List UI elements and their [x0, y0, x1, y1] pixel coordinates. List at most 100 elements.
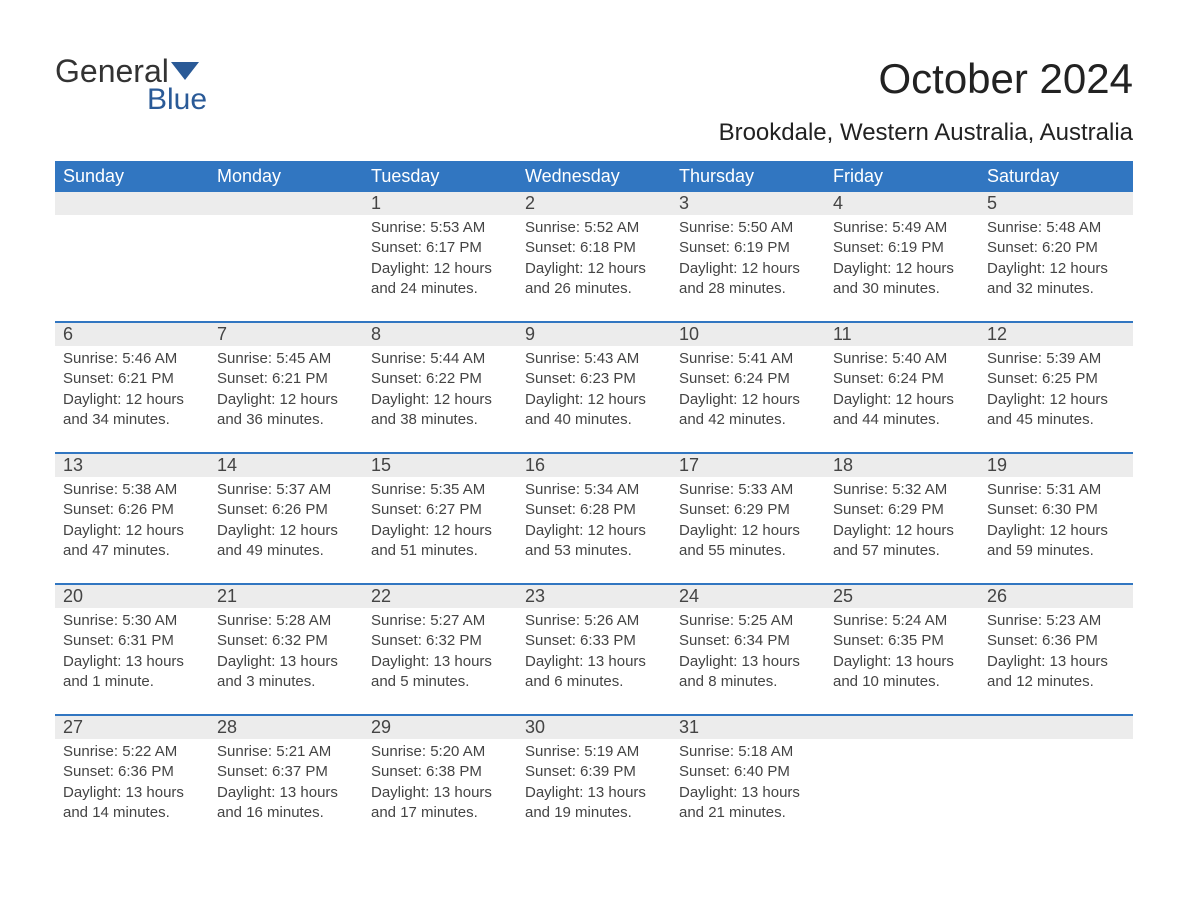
sunset-text: Sunset: 6:29 PM	[679, 500, 819, 520]
day-cell: Sunrise: 5:24 AMSunset: 6:35 PMDaylight:…	[825, 608, 979, 715]
day-cell: Sunrise: 5:18 AMSunset: 6:40 PMDaylight:…	[671, 739, 825, 845]
daylight1-text: Daylight: 13 hours	[217, 783, 357, 803]
sunset-text: Sunset: 6:22 PM	[371, 369, 511, 389]
daylight2-text: and 1 minute.	[63, 672, 203, 692]
daylight1-text: Daylight: 13 hours	[217, 652, 357, 672]
day-number-cell	[55, 192, 209, 215]
daylight2-text: and 10 minutes.	[833, 672, 973, 692]
sunset-text: Sunset: 6:33 PM	[525, 631, 665, 651]
daylight1-text: Daylight: 12 hours	[987, 521, 1127, 541]
day-cell: Sunrise: 5:25 AMSunset: 6:34 PMDaylight:…	[671, 608, 825, 715]
day-number-cell: 26	[979, 584, 1133, 608]
day-cell: Sunrise: 5:22 AMSunset: 6:36 PMDaylight:…	[55, 739, 209, 845]
calendar-document: General Blue October 2024 Brookdale, Wes…	[0, 0, 1188, 875]
day-number-cell: 31	[671, 715, 825, 739]
daylight1-text: Daylight: 12 hours	[525, 521, 665, 541]
sunset-text: Sunset: 6:37 PM	[217, 762, 357, 782]
daynum-row: 13141516171819	[55, 453, 1133, 477]
day-number: 20	[55, 585, 209, 608]
daylight1-text: Daylight: 12 hours	[987, 390, 1127, 410]
day-number-cell: 10	[671, 322, 825, 346]
day-number: 31	[671, 716, 825, 739]
daylight1-text: Daylight: 12 hours	[525, 390, 665, 410]
day-cell: Sunrise: 5:20 AMSunset: 6:38 PMDaylight:…	[363, 739, 517, 845]
day-content	[979, 739, 1133, 784]
daylight1-text: Daylight: 12 hours	[833, 259, 973, 279]
day-number: 10	[671, 323, 825, 346]
sunset-text: Sunset: 6:30 PM	[987, 500, 1127, 520]
daylight2-text: and 53 minutes.	[525, 541, 665, 561]
day-content: Sunrise: 5:26 AMSunset: 6:33 PMDaylight:…	[517, 608, 671, 714]
sunrise-text: Sunrise: 5:43 AM	[525, 349, 665, 369]
day-number: 16	[517, 454, 671, 477]
day-number-cell: 8	[363, 322, 517, 346]
daylight2-text: and 51 minutes.	[371, 541, 511, 561]
day-number: 25	[825, 585, 979, 608]
day-header: Thursday	[671, 161, 825, 192]
day-content: Sunrise: 5:39 AMSunset: 6:25 PMDaylight:…	[979, 346, 1133, 452]
day-content: Sunrise: 5:49 AMSunset: 6:19 PMDaylight:…	[825, 215, 979, 321]
daylight1-text: Daylight: 13 hours	[371, 652, 511, 672]
day-number: 15	[363, 454, 517, 477]
content-row: Sunrise: 5:22 AMSunset: 6:36 PMDaylight:…	[55, 739, 1133, 845]
day-content: Sunrise: 5:27 AMSunset: 6:32 PMDaylight:…	[363, 608, 517, 714]
day-number: 30	[517, 716, 671, 739]
sunset-text: Sunset: 6:26 PM	[217, 500, 357, 520]
day-cell: Sunrise: 5:40 AMSunset: 6:24 PMDaylight:…	[825, 346, 979, 453]
day-number-cell: 23	[517, 584, 671, 608]
daylight2-text: and 30 minutes.	[833, 279, 973, 299]
sunset-text: Sunset: 6:27 PM	[371, 500, 511, 520]
day-cell: Sunrise: 5:39 AMSunset: 6:25 PMDaylight:…	[979, 346, 1133, 453]
daylight2-text: and 44 minutes.	[833, 410, 973, 430]
sunset-text: Sunset: 6:34 PM	[679, 631, 819, 651]
day-content: Sunrise: 5:48 AMSunset: 6:20 PMDaylight:…	[979, 215, 1133, 321]
daylight2-text: and 42 minutes.	[679, 410, 819, 430]
day-cell: Sunrise: 5:28 AMSunset: 6:32 PMDaylight:…	[209, 608, 363, 715]
day-header: Saturday	[979, 161, 1133, 192]
day-content: Sunrise: 5:40 AMSunset: 6:24 PMDaylight:…	[825, 346, 979, 452]
day-header: Friday	[825, 161, 979, 192]
day-content: Sunrise: 5:52 AMSunset: 6:18 PMDaylight:…	[517, 215, 671, 321]
daylight1-text: Daylight: 13 hours	[525, 783, 665, 803]
day-number-cell: 11	[825, 322, 979, 346]
day-cell: Sunrise: 5:21 AMSunset: 6:37 PMDaylight:…	[209, 739, 363, 845]
daylight1-text: Daylight: 13 hours	[63, 783, 203, 803]
day-content: Sunrise: 5:23 AMSunset: 6:36 PMDaylight:…	[979, 608, 1133, 714]
day-number: 5	[979, 192, 1133, 215]
daylight2-text: and 17 minutes.	[371, 803, 511, 823]
sunset-text: Sunset: 6:36 PM	[987, 631, 1127, 651]
daylight1-text: Daylight: 12 hours	[833, 390, 973, 410]
day-cell	[209, 215, 363, 322]
day-number-cell: 17	[671, 453, 825, 477]
daylight2-text: and 45 minutes.	[987, 410, 1127, 430]
daylight2-text: and 12 minutes.	[987, 672, 1127, 692]
sunrise-text: Sunrise: 5:53 AM	[371, 218, 511, 238]
day-number: 28	[209, 716, 363, 739]
day-number: 6	[55, 323, 209, 346]
sunset-text: Sunset: 6:19 PM	[833, 238, 973, 258]
day-content: Sunrise: 5:21 AMSunset: 6:37 PMDaylight:…	[209, 739, 363, 845]
day-content: Sunrise: 5:50 AMSunset: 6:19 PMDaylight:…	[671, 215, 825, 321]
day-cell: Sunrise: 5:34 AMSunset: 6:28 PMDaylight:…	[517, 477, 671, 584]
day-content: Sunrise: 5:46 AMSunset: 6:21 PMDaylight:…	[55, 346, 209, 452]
daylight2-text: and 49 minutes.	[217, 541, 357, 561]
day-cell: Sunrise: 5:41 AMSunset: 6:24 PMDaylight:…	[671, 346, 825, 453]
title-block: October 2024 Brookdale, Western Australi…	[719, 55, 1133, 147]
daylight1-text: Daylight: 12 hours	[833, 521, 973, 541]
day-cell: Sunrise: 5:43 AMSunset: 6:23 PMDaylight:…	[517, 346, 671, 453]
day-cell: Sunrise: 5:32 AMSunset: 6:29 PMDaylight:…	[825, 477, 979, 584]
daylight2-text: and 59 minutes.	[987, 541, 1127, 561]
sunrise-text: Sunrise: 5:37 AM	[217, 480, 357, 500]
day-number: 26	[979, 585, 1133, 608]
daylight2-text: and 55 minutes.	[679, 541, 819, 561]
day-header: Wednesday	[517, 161, 671, 192]
day-cell: Sunrise: 5:33 AMSunset: 6:29 PMDaylight:…	[671, 477, 825, 584]
daylight1-text: Daylight: 13 hours	[63, 652, 203, 672]
day-content: Sunrise: 5:30 AMSunset: 6:31 PMDaylight:…	[55, 608, 209, 714]
day-number: 4	[825, 192, 979, 215]
sunrise-text: Sunrise: 5:41 AM	[679, 349, 819, 369]
day-number-cell: 20	[55, 584, 209, 608]
day-number-cell: 24	[671, 584, 825, 608]
sunset-text: Sunset: 6:21 PM	[217, 369, 357, 389]
daylight1-text: Daylight: 12 hours	[63, 521, 203, 541]
